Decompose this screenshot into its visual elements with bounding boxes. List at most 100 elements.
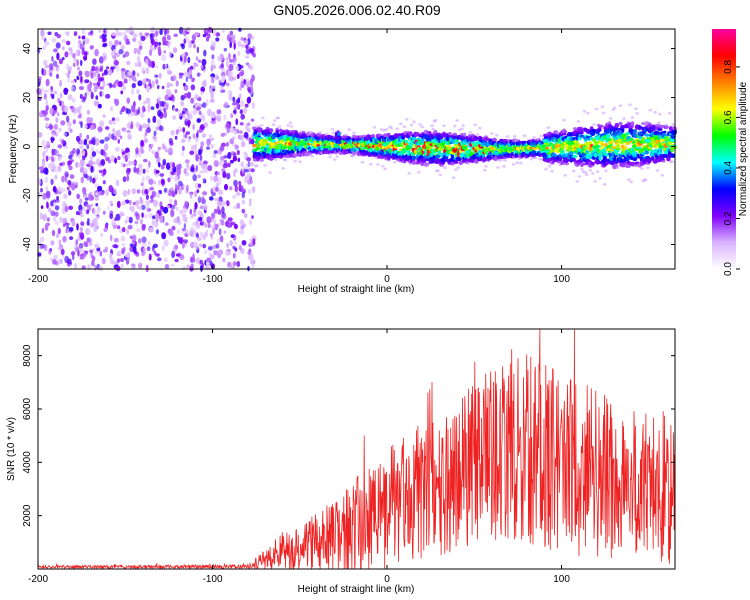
spectrogram-band-halo — [503, 158, 508, 162]
spectrogram-noise-cell — [230, 159, 234, 164]
y-tick-label: -20 — [22, 188, 33, 203]
spectrogram-noise-cell — [60, 187, 66, 193]
spectrogram-noise-cell — [59, 138, 63, 142]
spectrogram-noise-cell — [198, 110, 202, 115]
x-tick-label: 0 — [384, 574, 390, 585]
spectrogram-noise-cell — [232, 57, 237, 62]
spectrogram-noise-cell — [199, 170, 205, 174]
spectrogram-band-cell — [614, 152, 619, 156]
spectrogram-noise-cell — [149, 33, 153, 41]
spectrogram-noise-cell — [174, 135, 178, 140]
spectrogram-noise-cell — [213, 250, 219, 256]
spectrogram-noise-cell — [155, 30, 159, 37]
spectrogram-noise-cell — [157, 179, 161, 186]
spectrogram-band-cell — [293, 153, 298, 158]
spectrogram-noise-cell — [153, 220, 159, 228]
spectrogram-noise-cell — [186, 184, 189, 192]
spectrogram-noise-cell — [182, 227, 186, 232]
spectrogram-band-cell — [580, 131, 584, 135]
spectrogram-noise-cell — [77, 250, 80, 257]
spectrogram-noise-cell — [89, 125, 95, 131]
spectrogram-noise-cell — [190, 263, 194, 268]
spectrogram-noise-cell — [133, 33, 138, 38]
spectrogram-noise-cell — [94, 220, 98, 229]
spectrogram-band-halo — [640, 167, 644, 171]
spectrogram-noise-cell — [118, 80, 123, 88]
spectrogram-noise-cell — [148, 178, 154, 185]
spectrogram-noise-cell — [157, 46, 161, 52]
spectrogram-noise-cell — [114, 39, 118, 47]
spectrogram-noise-cell — [195, 153, 200, 162]
spectrogram-band-halo — [616, 166, 620, 169]
spectrogram-noise-cell — [131, 263, 136, 267]
spectrogram-noise-cell — [78, 35, 81, 40]
spectrogram-y-ticks: -40 -20 0 20 40 — [22, 43, 675, 252]
spectrogram-noise-cell — [114, 60, 119, 66]
spectrogram-band-cell — [253, 130, 258, 135]
spectrogram-noise-cell — [40, 187, 43, 193]
spectrogram-noise-cell — [103, 37, 107, 43]
spectrogram-noise-cell — [70, 85, 75, 92]
spectrogram-noise-cell — [207, 223, 211, 229]
spectrogram-band-halo — [571, 169, 576, 173]
spectrogram-noise-cell — [215, 37, 220, 42]
spectrogram-noise-cell — [93, 208, 97, 216]
spectrogram-noise-cell — [114, 157, 117, 164]
spectrogram-noise-cell — [87, 193, 92, 198]
spectrogram-band-halo — [595, 170, 600, 174]
spectrogram-band-cell — [665, 125, 669, 129]
spectrogram-noise-cell — [131, 188, 137, 195]
spectrogram-noise-cell — [66, 258, 72, 264]
spectrogram-band-cell — [533, 146, 538, 151]
spectrogram-band-cell — [580, 161, 584, 168]
spectrogram-noise-cell — [142, 105, 146, 113]
spectrogram-noise-cell — [48, 207, 52, 213]
spectrogram-band-cell — [307, 152, 312, 156]
spectrogram-noise-cell — [228, 90, 233, 96]
spectrogram-band-halo — [667, 111, 672, 115]
spectrogram-noise-cell — [134, 211, 139, 217]
spectrogram-noise-cell — [91, 261, 95, 267]
spectrogram-noise-cell — [55, 42, 61, 49]
spectrogram-noise-cell — [63, 145, 69, 149]
spectrogram-noise-cell — [192, 221, 198, 227]
spectrogram-noise-cell — [102, 168, 107, 175]
spectrogram-noise-cell — [239, 229, 245, 235]
spectrogram-noise-cell — [196, 46, 200, 54]
spectrogram-noise-cell — [69, 150, 74, 158]
spectrogram-noise-cell — [63, 105, 69, 113]
spectrogram-band-halo — [293, 159, 298, 163]
spectrogram-noise-cell — [203, 69, 206, 73]
spectrogram-noise-cell — [181, 184, 186, 189]
spectrogram-noise-cell — [210, 58, 215, 67]
spectrogram-noise-cell — [223, 114, 227, 121]
spectrogram-band-halo — [505, 135, 510, 138]
spectrogram-noise-cell — [45, 78, 50, 87]
spectrogram-band-cell — [275, 129, 280, 134]
spectrogram-noise-cell — [151, 60, 155, 68]
spectrogram-noise-cell — [204, 204, 208, 211]
spectrogram-noise-cell — [164, 148, 169, 153]
spectrogram-noise-cell — [61, 46, 65, 51]
spectrogram-noise-cell — [243, 131, 249, 139]
spectrogram-noise-cell — [109, 234, 113, 242]
spectrogram-noise-cell — [115, 52, 121, 58]
spectrogram-noise-cell — [57, 246, 63, 251]
spectrogram-noise-cell — [179, 254, 185, 261]
spectrogram-noise-cell — [57, 155, 62, 161]
spectrogram-noise-cell — [200, 141, 205, 147]
spectrogram-noise-cell — [228, 63, 234, 72]
spectrogram-noise-cell — [99, 139, 105, 144]
spectrogram-noise-cell — [161, 143, 166, 150]
spectrogram-noise-cell — [199, 231, 204, 238]
spectrogram-noise-cell — [225, 82, 230, 87]
spectrogram-band-cell — [371, 134, 376, 139]
spectrogram-noise-cell — [42, 213, 48, 221]
spectrogram-noise-cell — [69, 174, 75, 180]
spectrogram-band-cell — [572, 154, 578, 158]
spectrogram-noise-cell — [59, 92, 63, 99]
spectrogram-noise-cell — [67, 94, 73, 101]
y-tick-label: 20 — [22, 92, 33, 104]
spectrogram-noise-cell — [73, 31, 78, 37]
